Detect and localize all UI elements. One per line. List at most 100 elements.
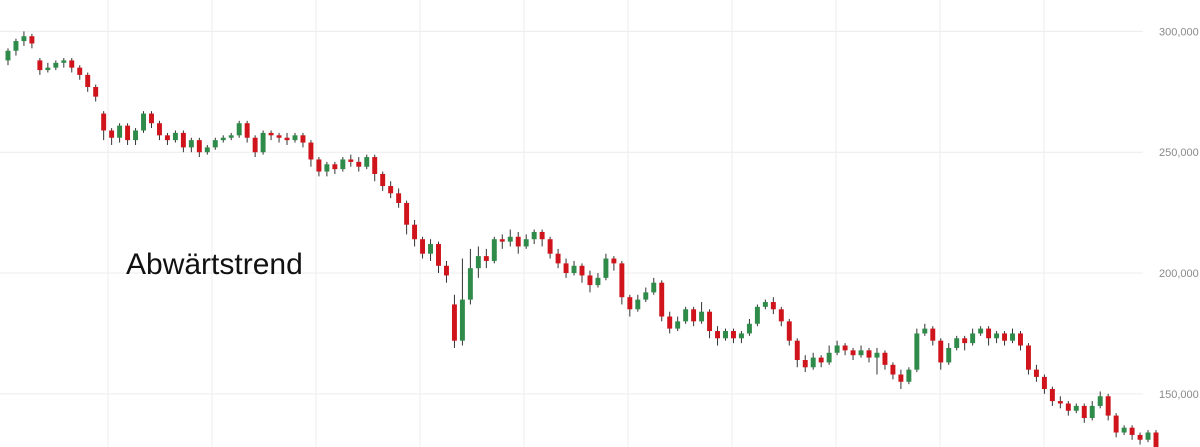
y-tick-label: 300,000 — [1159, 26, 1199, 38]
candle-down — [308, 142, 314, 160]
candle-up — [117, 125, 123, 138]
candle-up — [531, 231, 537, 240]
candle-up — [45, 67, 51, 71]
candle-down — [579, 265, 585, 276]
candle-down — [850, 350, 856, 356]
candle-up — [364, 157, 370, 167]
candle-up — [1145, 432, 1151, 440]
candle-up — [595, 277, 601, 286]
candle-down — [587, 275, 593, 286]
candle-down — [29, 36, 35, 44]
candle-down — [890, 364, 896, 375]
candle-up — [260, 132, 266, 153]
candle-down — [818, 357, 824, 363]
candle-down — [715, 331, 721, 339]
candle-up — [5, 50, 11, 61]
candle-up — [922, 328, 928, 334]
candle-down — [539, 231, 545, 240]
candle-down — [284, 137, 290, 141]
candle-down — [1002, 333, 1008, 341]
trend-annotation: Abwärtstrend — [126, 248, 303, 281]
candle-down — [611, 258, 617, 264]
candle-down — [268, 132, 274, 136]
candle-down — [499, 239, 505, 242]
candle-down — [436, 244, 441, 266]
candle-down — [731, 331, 736, 339]
candle-down — [1129, 427, 1135, 435]
candle-down — [1113, 415, 1119, 433]
candle-down — [627, 297, 633, 310]
candle-down — [786, 321, 792, 341]
candle-down — [348, 159, 354, 162]
candle-up — [13, 41, 19, 51]
candle-down — [930, 328, 936, 341]
candle-up — [340, 159, 346, 170]
candle-down — [356, 161, 362, 167]
candle-down — [332, 164, 338, 170]
candles — [5, 31, 1159, 447]
candle-down — [802, 360, 808, 368]
candle-down — [388, 186, 394, 194]
candle-down — [93, 86, 99, 97]
candle-down — [1049, 389, 1055, 402]
candle-up — [746, 323, 752, 334]
candle-down — [563, 263, 569, 274]
candle-down — [691, 309, 697, 322]
candle-down — [125, 125, 131, 141]
candle-up — [141, 113, 146, 131]
candle-down — [962, 338, 968, 344]
candle-up — [204, 147, 210, 153]
candle-down — [1018, 333, 1023, 346]
candle-up — [954, 338, 960, 348]
candle-up — [1010, 333, 1015, 341]
candle-up — [507, 236, 513, 242]
candle-up — [188, 140, 194, 148]
candle-up — [738, 333, 744, 339]
candle-down — [1137, 434, 1143, 440]
candle-up — [212, 140, 218, 148]
candle-down — [842, 345, 848, 351]
candle-up — [643, 292, 649, 300]
candle-down — [1041, 376, 1047, 390]
candle-up — [53, 62, 59, 68]
candle-down — [156, 123, 162, 136]
candle-up — [874, 352, 880, 358]
candle-down — [619, 263, 625, 298]
y-tick-label: 250,000 — [1159, 147, 1199, 159]
candle-down — [404, 202, 410, 225]
candle-up — [675, 321, 681, 329]
candle-down — [77, 67, 83, 75]
candle-down — [659, 282, 665, 317]
candle-down — [252, 137, 258, 153]
candle-up — [236, 123, 242, 136]
candle-down — [794, 340, 800, 361]
candle-down — [1057, 401, 1063, 404]
candle-up — [61, 60, 67, 63]
candle-down — [1105, 396, 1111, 416]
candle-down — [316, 159, 322, 172]
candle-down — [396, 193, 402, 203]
candle-up — [810, 357, 816, 368]
candle-down — [149, 113, 154, 124]
candle-down — [372, 157, 378, 174]
candle-up — [428, 244, 433, 254]
candle-down — [1065, 403, 1071, 411]
candle-down — [101, 113, 107, 131]
candle-down — [1153, 432, 1159, 447]
candle-up — [754, 306, 760, 324]
candle-up — [826, 352, 832, 363]
y-tick-label: 200,000 — [1159, 268, 1199, 280]
candle-up — [906, 369, 912, 382]
candle-down — [555, 253, 561, 264]
candle-down — [1081, 405, 1087, 419]
candle-up — [994, 333, 1000, 339]
candle-down — [380, 173, 386, 187]
candle-down — [196, 140, 202, 153]
candle-down — [180, 132, 186, 148]
candle-down — [986, 328, 992, 339]
candle-up — [172, 132, 178, 141]
candle-up — [1073, 405, 1079, 411]
candle-down — [707, 311, 713, 332]
candle-up — [651, 282, 657, 293]
